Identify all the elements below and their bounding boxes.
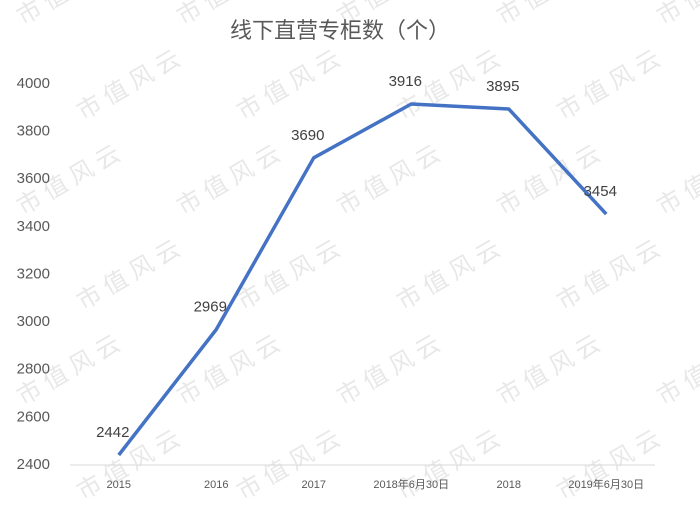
- y-tick-label: 3000: [17, 313, 50, 330]
- data-label: 2442: [96, 424, 129, 441]
- data-label: 3690: [291, 127, 324, 144]
- data-label: 2969: [194, 298, 227, 315]
- x-tick-label: 2019年6月30日: [568, 477, 644, 491]
- y-tick-label: 3200: [17, 265, 50, 282]
- x-tick-label: 2017: [302, 479, 326, 491]
- x-tick-label: 2015: [107, 479, 131, 491]
- x-tick-label: 2016: [204, 479, 228, 491]
- watermark: 市值风云: [553, 422, 670, 505]
- y-tick-label: 2800: [17, 361, 50, 378]
- watermark: 市值风云: [173, 137, 290, 220]
- watermark: 市值风云: [653, 0, 700, 31]
- y-tick-label: 3400: [17, 218, 50, 235]
- y-tick-label: 2600: [17, 408, 50, 425]
- watermark: 市值风云: [233, 42, 350, 125]
- y-tick-label: 3800: [17, 123, 50, 140]
- watermark: 市值风云: [653, 137, 700, 220]
- watermark: 市值风云: [73, 422, 190, 505]
- watermark: 市值风云: [553, 232, 670, 315]
- x-tick-label: 2018年6月30日: [373, 477, 449, 491]
- data-label: 3895: [486, 78, 519, 95]
- watermark: 市值风云: [233, 232, 350, 315]
- watermark: 市值风云: [493, 0, 610, 31]
- watermark: 市值风云: [393, 422, 510, 505]
- x-tick-label: 2018: [497, 479, 521, 491]
- watermark: 市值风云: [493, 137, 610, 220]
- watermark: 市值风云: [653, 327, 700, 410]
- line: [117, 102, 608, 457]
- watermark: 市值风云: [73, 42, 190, 125]
- watermark: 市值风云: [493, 327, 610, 410]
- y-tick-label: 3600: [17, 170, 50, 187]
- data-label: 3916: [389, 73, 422, 90]
- watermark: 市值风云: [173, 327, 290, 410]
- chart-title: 线下直营专柜数（个）: [230, 18, 450, 43]
- watermark: 市值风云: [393, 232, 510, 315]
- watermark: 市值风云: [73, 232, 190, 315]
- watermark: 市值风云: [333, 327, 450, 410]
- watermark: 市值风云: [233, 422, 350, 505]
- watermark: 市值风云: [333, 137, 450, 220]
- data-label: 3454: [584, 183, 617, 200]
- y-tick-label: 2400: [17, 456, 50, 473]
- watermark: 市值风云: [13, 0, 130, 31]
- y-tick-label: 4000: [17, 75, 50, 92]
- watermark: 市值风云: [553, 42, 670, 125]
